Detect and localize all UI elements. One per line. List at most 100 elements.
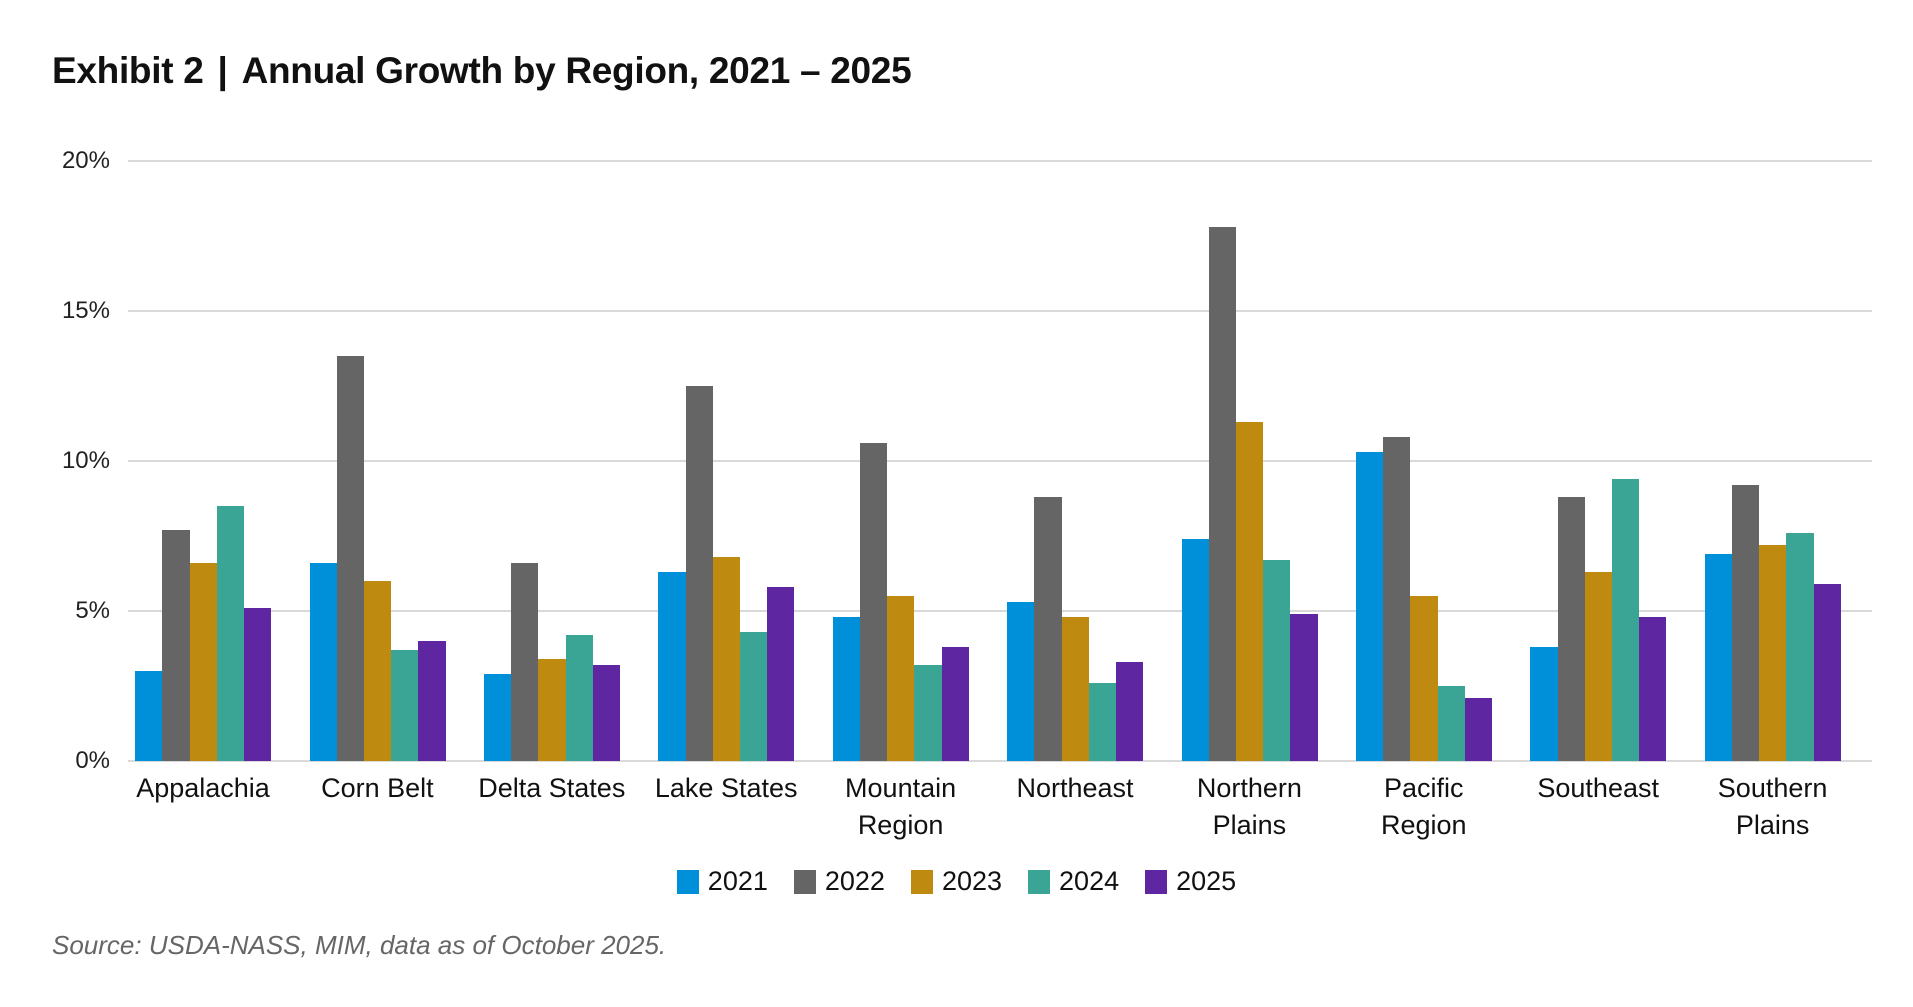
bar-2023 (1061, 617, 1089, 761)
y-tick-label: 5% (75, 597, 110, 624)
bar-2023 (1584, 572, 1612, 761)
x-tick-label: Corn Belt (321, 773, 434, 803)
x-tick-label: Southeast (1537, 773, 1659, 803)
bar-2024 (216, 506, 244, 761)
bar-group (1356, 161, 1492, 761)
bar-2023 (189, 563, 217, 761)
bar-2021 (309, 563, 337, 761)
bar-2025 (1115, 662, 1144, 761)
x-tick-label: Appalachia (136, 773, 270, 803)
bar-2025 (1813, 584, 1841, 761)
bar-2024 (565, 635, 593, 761)
legend-swatch-icon (676, 869, 699, 894)
legend-swatch-icon (793, 869, 816, 894)
bar-2025 (1639, 617, 1667, 761)
bar-2021 (1704, 554, 1732, 761)
legend-item-2023: 2023 (910, 866, 1002, 897)
legend-item-2024: 2024 (1028, 866, 1119, 897)
legend-label: 2022 (824, 866, 885, 896)
bar-2025 (592, 665, 620, 761)
bar-2021 (135, 671, 163, 761)
bar-2023 (538, 659, 566, 761)
legend-label: 2024 (1059, 866, 1120, 896)
bar-2023 (887, 596, 915, 761)
bar-2023 (1759, 545, 1787, 761)
y-tick-label: 20% (61, 147, 110, 174)
x-tick-label: Mountain Region (845, 773, 957, 840)
bar-group (1007, 161, 1144, 761)
exhibit-label: Exhibit 2 (52, 50, 204, 91)
x-tick-label: Northeast (1016, 773, 1134, 803)
x-tick-label: Northern Plains (1196, 773, 1302, 840)
bar-2025 (941, 647, 969, 761)
bar-2022 (1557, 497, 1585, 761)
bar-2024 (1088, 683, 1116, 761)
gridline (128, 160, 1872, 162)
bar-group (1704, 161, 1841, 761)
gridline (128, 760, 1872, 762)
bar-2024 (1786, 533, 1814, 761)
plot-area (128, 160, 1872, 762)
gridline (128, 310, 1872, 312)
legend-swatch-icon (910, 869, 933, 894)
bar-2023 (1410, 596, 1438, 761)
bar-group (1530, 161, 1667, 761)
bar-2022 (685, 386, 713, 761)
bar-2025 (243, 608, 272, 761)
bar-2024 (1263, 560, 1291, 761)
gridline (128, 610, 1872, 612)
bar-group (484, 161, 620, 761)
bar-2022 (511, 563, 539, 761)
x-tick-label: Lake States (654, 773, 798, 803)
bar-2021 (1530, 647, 1558, 761)
bar-2022 (1208, 227, 1236, 761)
bar-2024 (739, 632, 768, 761)
title-text: Annual Growth by Region, 2021 – 2025 (241, 50, 912, 91)
legend-label: 2025 (1176, 866, 1237, 896)
bar-2022 (1383, 437, 1411, 761)
bar-2022 (162, 530, 190, 761)
x-tick-label: Southern Plains (1717, 773, 1828, 840)
bar-2023 (363, 581, 392, 761)
legend-item-2022: 2022 (793, 866, 885, 897)
bar-2025 (767, 587, 795, 761)
x-tick-label: Delta States (478, 773, 626, 803)
chart-title: Exhibit 2 | Annual Growth by Region, 2021 … (52, 50, 912, 92)
x-tick-label: Pacific Region (1381, 773, 1467, 840)
bar-2025 (418, 641, 446, 761)
bar-group (309, 161, 446, 761)
bar-2021 (1007, 602, 1035, 761)
bar-2021 (832, 617, 860, 761)
legend: 2021 2022 2023 2024 2025 (0, 866, 1913, 897)
title-separator: | (217, 50, 228, 91)
y-tick-label: 10% (61, 447, 110, 474)
bar-2022 (1034, 497, 1062, 761)
bar-2025 (1290, 614, 1318, 761)
gridline (128, 460, 1872, 462)
bar-2024 (1437, 686, 1465, 761)
bar-2022 (859, 443, 888, 761)
legend-item-2025: 2025 (1145, 866, 1236, 897)
bar-2021 (1356, 452, 1384, 761)
bar-2024 (1611, 479, 1640, 761)
bar-group (832, 161, 969, 761)
legend-swatch-icon (1028, 869, 1051, 894)
bar-2022 (336, 356, 364, 761)
bar-group (135, 161, 272, 761)
bar-2025 (1464, 698, 1492, 761)
y-tick-label: 15% (61, 297, 110, 324)
y-tick-label: 0% (75, 747, 110, 774)
bar-2021 (484, 674, 512, 761)
bar-2023 (712, 557, 740, 761)
bar-2024 (914, 665, 942, 761)
legend-swatch-icon (1145, 869, 1168, 894)
legend-label: 2021 (707, 866, 768, 896)
source-note: Source: USDA-NASS, MIM, data as of Octob… (52, 930, 667, 960)
bar-group (1181, 161, 1318, 761)
bar-2021 (1181, 539, 1209, 761)
bar-2022 (1731, 485, 1760, 761)
bar-2021 (658, 572, 686, 761)
bar-group (658, 161, 795, 761)
bar-2024 (391, 650, 419, 761)
bar-2023 (1235, 422, 1264, 761)
